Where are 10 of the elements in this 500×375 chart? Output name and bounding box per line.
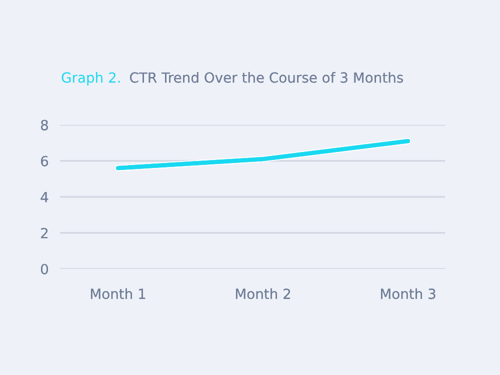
y-tick-label: 2 bbox=[41, 228, 48, 238]
y-tick-label: 6 bbox=[41, 156, 48, 166]
x-tick-label: Month 1 bbox=[90, 288, 146, 300]
chart-title: Graph 2. bbox=[62, 72, 120, 86]
y-tick-label: 8 bbox=[40, 120, 48, 130]
x-tick-label: Month 3 bbox=[380, 288, 436, 300]
y-tick-label: 4 bbox=[40, 192, 48, 202]
x-tick-label: Month 2 bbox=[236, 288, 290, 300]
chart-subtitle: CTR Trend Over the Course of 3 Months bbox=[130, 72, 403, 83]
y-tick-label: 0 bbox=[40, 264, 48, 274]
